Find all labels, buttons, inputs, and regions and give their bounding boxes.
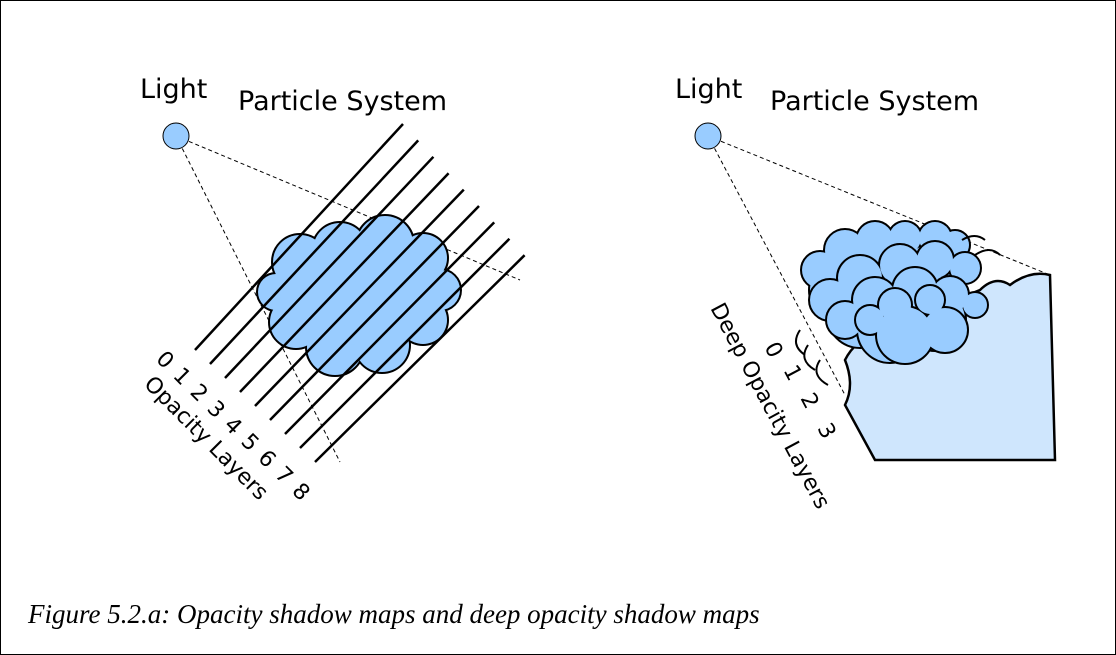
light-source [163,123,189,149]
cloud-puff [280,248,364,332]
light-label: Light [140,74,207,105]
cloud-puff [354,249,442,337]
caption: Figure 5.2.a: Opacity shadow maps and de… [27,599,760,629]
cloud-puff [923,308,967,352]
light-source [695,123,721,149]
figure: Light Particle System Opacity Layers Lig… [0,0,1116,655]
system-label: Particle System [770,86,979,117]
light-label: Light [675,74,742,105]
cloud-puff [963,293,987,317]
system-label: Particle System [238,86,447,117]
